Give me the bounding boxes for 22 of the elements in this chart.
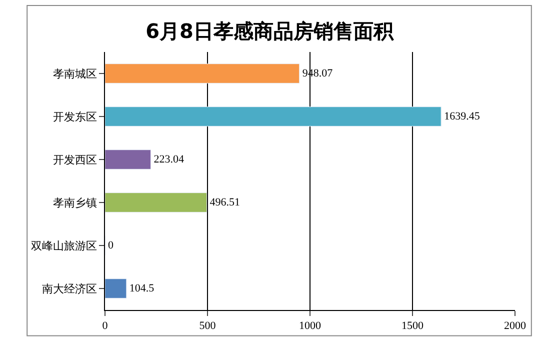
data-label: 223.04 xyxy=(154,154,184,166)
x-tick-label: 0 xyxy=(102,320,108,332)
y-tick-label: 双峰山旅游区 xyxy=(30,239,97,252)
bar xyxy=(105,150,151,170)
y-tick-label: 孝南乡镇 xyxy=(52,196,97,210)
y-tick-label: 开发西区 xyxy=(52,153,97,166)
y-tick-label: 开发东区 xyxy=(52,110,97,124)
data-label: 104.5 xyxy=(129,282,155,295)
bar xyxy=(105,278,127,298)
y-tick-label: 南大经济区 xyxy=(42,282,97,296)
x-tick-label: 1500 xyxy=(402,320,424,332)
x-tick-label: 2000 xyxy=(504,320,526,332)
bar xyxy=(105,192,208,212)
data-label: 1639.45 xyxy=(444,110,480,123)
data-label: 0 xyxy=(108,240,114,252)
y-tick-label: 孝南城区 xyxy=(52,67,97,80)
data-label: 496.51 xyxy=(210,196,240,208)
chart-title: 6月8日孝感商品房销售面积 xyxy=(146,19,394,44)
x-tick-label: 500 xyxy=(199,320,216,332)
bar xyxy=(105,106,442,126)
bar xyxy=(105,64,300,84)
x-tick-label: 1000 xyxy=(299,320,322,332)
